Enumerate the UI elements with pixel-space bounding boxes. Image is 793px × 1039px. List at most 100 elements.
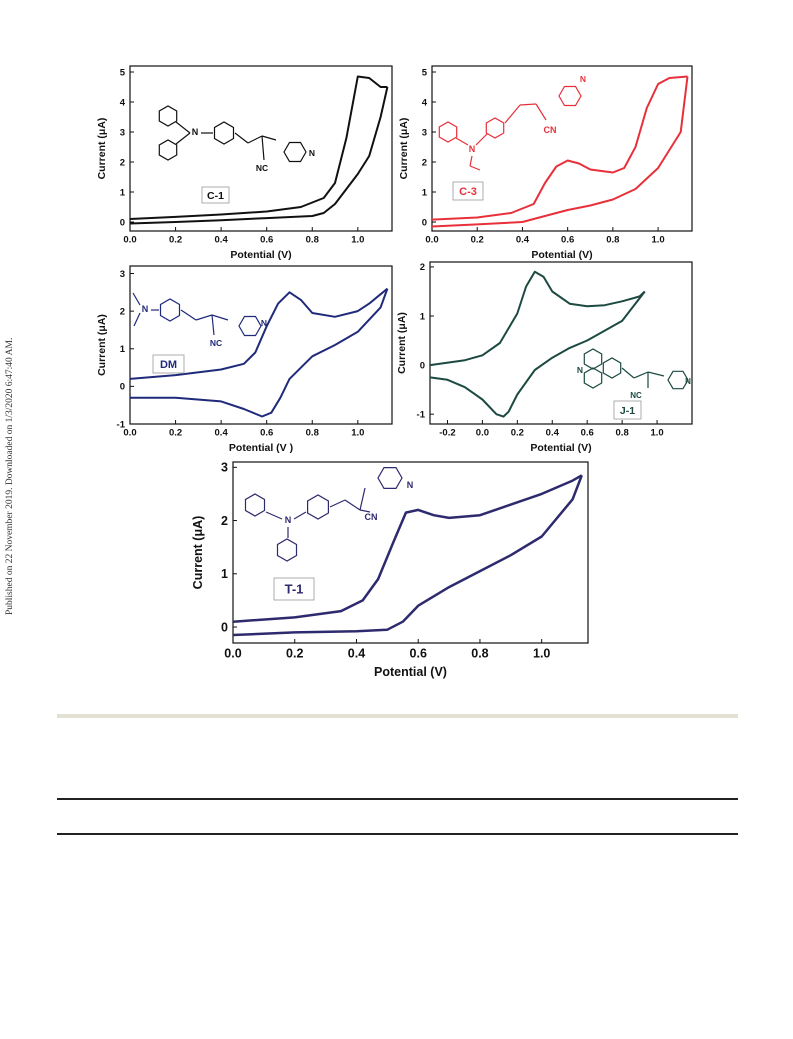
y-tick-label: -1	[117, 419, 126, 430]
reverse-scan-line	[431, 76, 689, 228]
bond	[469, 165, 481, 171]
structure-c-3: N CN N C-3	[438, 74, 586, 201]
ring-bond	[583, 348, 603, 370]
bond	[344, 499, 361, 511]
y-tick-label: 3	[221, 461, 228, 475]
ring-bond	[307, 494, 329, 520]
compound-label-box	[152, 354, 185, 374]
bond	[469, 155, 473, 167]
y-tick-label: 2	[221, 514, 228, 528]
x-tick-label: 1.0	[651, 235, 664, 246]
y-tick-label: 4	[120, 97, 126, 108]
chart-panel-c-1: 0.0 0.2 0.4 0.6 0.8 1.0 0 1 2 3 4 5 Potential (V) Cur…	[96, 65, 393, 261]
atom-label: NC	[210, 338, 222, 348]
atom-label: NC	[256, 163, 268, 173]
compound-label: T-1	[285, 582, 304, 597]
bond	[633, 371, 649, 379]
compound-label-box	[273, 577, 315, 601]
chart-panel-j-1: -0.2 0.0 0.2 0.4 0.6 0.8 1.0 -1 0 1 2 Potential (V)…	[396, 261, 693, 454]
section-divider	[57, 714, 738, 718]
bond	[329, 499, 346, 508]
bond	[247, 135, 263, 144]
plot-frame	[232, 461, 589, 644]
x-tick-label: 0.0	[476, 428, 489, 439]
y-tick-label: -1	[417, 410, 426, 421]
atom-label: N	[192, 127, 199, 137]
atom-label: N	[685, 377, 691, 386]
bond	[621, 367, 635, 379]
structure-c-1: N NC N C-1	[158, 105, 315, 204]
ring-bond	[213, 121, 235, 145]
y-tick-label: 2	[420, 262, 425, 273]
x-tick-label: 0.6	[561, 235, 574, 246]
bond	[211, 314, 215, 336]
table-bottom-rule	[57, 833, 738, 835]
y-tick-label: 0	[420, 360, 425, 371]
compound-label-box	[613, 400, 642, 420]
x-tick-label: 0.2	[286, 647, 303, 661]
x-tick-label: 0.8	[306, 235, 319, 246]
reverse-scan-line	[130, 288, 389, 418]
x-tick-label: 0.4	[516, 235, 530, 246]
x-tick-label: 0.4	[215, 235, 229, 246]
bond	[265, 511, 283, 520]
ring-bond	[583, 367, 603, 389]
ring-bond	[667, 370, 689, 390]
bond	[175, 132, 191, 145]
bond	[519, 103, 537, 106]
y-tick-label: 1	[221, 567, 228, 581]
y-tick-label: 1	[120, 187, 126, 198]
x-tick-label: 0.0	[123, 235, 136, 246]
compound-label: C-1	[207, 190, 224, 202]
atom-label: N	[407, 480, 414, 490]
plot-frame	[431, 65, 693, 232]
bond	[132, 292, 141, 306]
x-tick-label: 0.4	[546, 428, 560, 439]
forward-scan-line	[129, 287, 389, 380]
structure-j-1: N NC N J-1	[577, 348, 691, 420]
x-tick-label: 0.0	[224, 647, 241, 661]
y-tick-label: 1	[420, 311, 426, 322]
atom-label: N	[142, 304, 149, 314]
x-tick-label: 1.0	[351, 235, 364, 246]
x-tick-label: 1.0	[650, 428, 663, 439]
x-tick-label: 0.4	[348, 647, 365, 661]
ring-bond	[159, 298, 181, 322]
y-axis-label: Current (μA)	[396, 312, 408, 374]
x-tick-label: 0.2	[169, 428, 182, 439]
compound-label-box	[201, 186, 230, 204]
x-axis-label: Potential (V )	[229, 442, 293, 454]
ring-bond	[377, 467, 403, 489]
y-tick-label: 4	[422, 97, 428, 108]
x-axis-label: Potential (V)	[530, 442, 591, 454]
x-tick-label: -0.2	[439, 428, 455, 439]
bond	[133, 312, 141, 327]
ring-bond	[276, 538, 298, 562]
x-tick-label: 0.8	[606, 235, 619, 246]
y-axis-label: Current (μA)	[191, 516, 205, 590]
forward-scan-line	[431, 75, 688, 221]
x-tick-label: 0.8	[471, 647, 488, 661]
structure-dm: N NC N DM	[132, 292, 267, 374]
x-tick-label: 0.6	[581, 428, 594, 439]
ring-bond	[158, 105, 178, 127]
plot-frame	[129, 65, 393, 232]
ring-bond	[438, 121, 458, 143]
x-tick-label: 0.2	[511, 428, 524, 439]
atom-label: N	[309, 148, 315, 158]
bond	[234, 132, 249, 144]
y-axis-label: Current (μA)	[398, 118, 410, 180]
y-tick-label: 5	[120, 67, 126, 78]
y-tick-label: 0	[120, 382, 125, 393]
plot-frame	[429, 261, 693, 425]
x-tick-label: 0.0	[425, 235, 438, 246]
x-axis-label: Potential (V)	[374, 665, 447, 679]
bond	[475, 133, 488, 146]
y-tick-label: 0	[422, 217, 427, 228]
reverse-scan-line	[232, 474, 583, 637]
y-axis-label: Current (μA)	[96, 118, 108, 180]
bond	[211, 314, 229, 321]
bond	[293, 511, 307, 520]
bond	[504, 104, 521, 124]
x-tick-label: 0.8	[616, 428, 629, 439]
